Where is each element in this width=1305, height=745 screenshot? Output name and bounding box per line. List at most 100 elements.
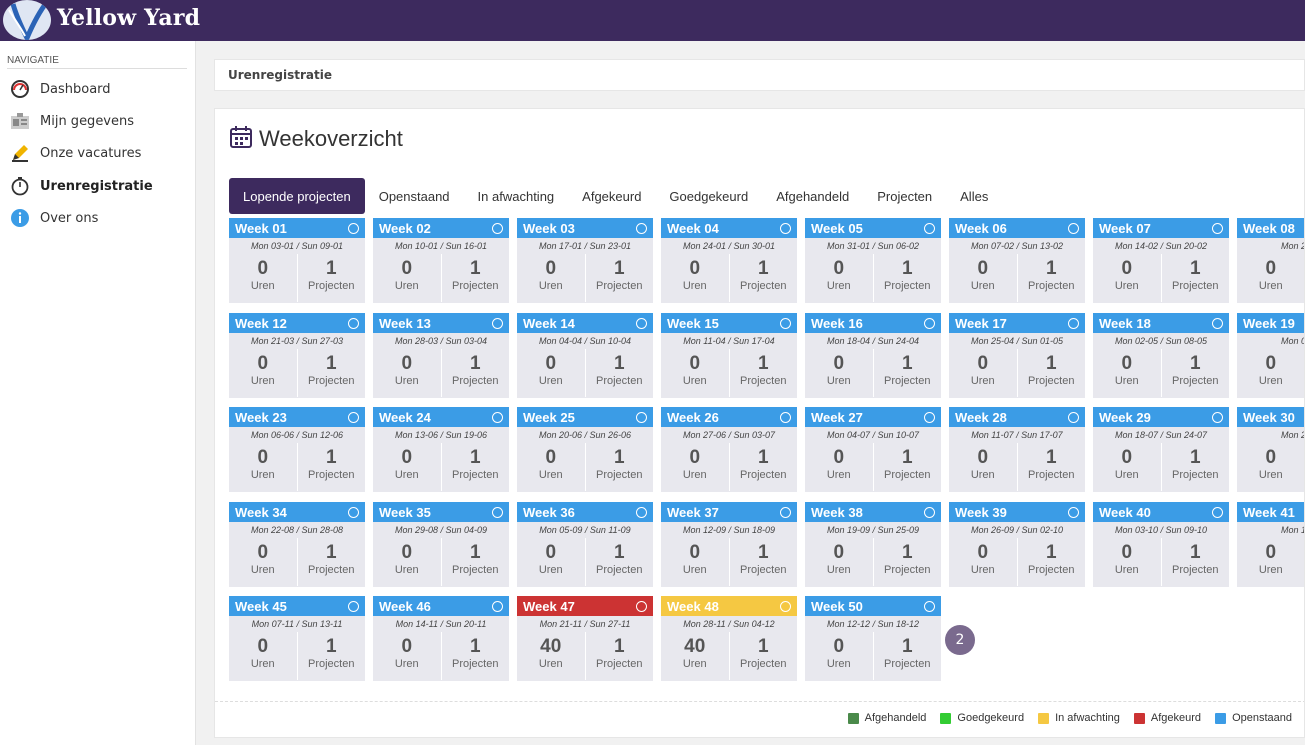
status-circle-icon[interactable] (348, 412, 359, 423)
legend-label: In afwachting (1055, 712, 1120, 724)
week-card[interactable]: Week 35 Mon 29-08 / Sun 04-09 0 Uren 1 Projec… (373, 502, 509, 587)
status-circle-icon[interactable] (1212, 412, 1223, 423)
hours-stat: 0 Uren (229, 254, 297, 302)
tab-projecten[interactable]: Projecten (877, 188, 933, 204)
sidebar-item-onze-vacatures[interactable]: Onze vacatures (9, 140, 189, 166)
status-circle-icon[interactable] (492, 318, 503, 329)
tab-lopende-projecten[interactable]: Lopende projecten (229, 178, 365, 214)
week-card[interactable]: Week 26 Mon 27-06 / Sun 03-07 0 Uren 1 Projec… (661, 407, 797, 492)
week-card[interactable]: Week 40 Mon 03-10 / Sun 09-10 0 Uren 1 Projec… (1093, 502, 1229, 587)
week-card[interactable]: Week 27 Mon 04-07 / Sun 10-07 0 Uren 1 Projec… (805, 407, 941, 492)
status-circle-icon[interactable] (492, 507, 503, 518)
week-card[interactable]: Week 29 Mon 18-07 / Sun 24-07 0 Uren 1 Projec… (1093, 407, 1229, 492)
week-card[interactable]: Week 05 Mon 31-01 / Sun 06-02 0 Uren 1 Projec… (805, 218, 941, 303)
week-card[interactable]: Week 30 Mon 25-07 / 0UrenProjecten (1237, 407, 1304, 492)
id-card-icon (9, 110, 31, 132)
tab-afgehandeld[interactable]: Afgehandeld (776, 188, 850, 204)
projects-stat: 1 Projecten (1160, 254, 1230, 302)
sidebar-item-mijn-gegevens[interactable]: Mijn gegevens (9, 108, 189, 134)
week-card[interactable]: Week 38 Mon 19-09 / Sun 25-09 0 Uren 1 Projec… (805, 502, 941, 587)
status-circle-icon[interactable] (924, 412, 935, 423)
projects-stat: 1 Projecten (1160, 443, 1230, 491)
week-card[interactable]: Week 37 Mon 12-09 / Sun 18-09 0 Uren 1 Projec… (661, 502, 797, 587)
week-card[interactable]: Week 23 Mon 06-06 / Sun 12-06 0 Uren 1 Projec… (229, 407, 365, 492)
status-circle-icon[interactable] (1068, 507, 1079, 518)
week-card[interactable]: Week 41 Mon 10-10 / 0UrenProjecten (1237, 502, 1304, 587)
status-circle-icon[interactable] (492, 412, 503, 423)
projects-label: Projecten (308, 375, 355, 387)
week-card[interactable]: Week 17 Mon 25-04 / Sun 01-05 0 Uren 1 Projec… (949, 313, 1085, 398)
week-card[interactable]: Week 50 Mon 12-12 / Sun 18-12 0 Uren 1 Projec… (805, 596, 941, 681)
tab-alles[interactable]: Alles (960, 188, 989, 204)
week-card[interactable]: Week 16 Mon 18-04 / Sun 24-04 0 Uren 1 Projec… (805, 313, 941, 398)
week-title: Week 18 (1099, 315, 1151, 331)
status-circle-icon[interactable] (780, 223, 791, 234)
tab-openstaand[interactable]: Openstaand (378, 188, 450, 204)
week-stats: 0 Uren 1 Projecten (661, 254, 797, 302)
status-circle-icon[interactable] (636, 223, 647, 234)
status-circle-icon[interactable] (492, 601, 503, 612)
week-card-header: Week 28 (949, 407, 1085, 427)
week-card[interactable]: Week 13 Mon 28-03 / Sun 03-04 0 Uren 1 Projec… (373, 313, 509, 398)
week-card[interactable]: Week 39 Mon 26-09 / Sun 02-10 0 Uren 1 Projec… (949, 502, 1085, 587)
status-circle-icon[interactable] (636, 318, 647, 329)
status-circle-icon[interactable] (924, 223, 935, 234)
week-dates: Mon 17-01 / Sun 23-01 (538, 241, 632, 251)
week-card[interactable]: Week 15 Mon 11-04 / Sun 17-04 0 Uren 1 Projec… (661, 313, 797, 398)
calendar-icon (229, 125, 253, 153)
status-circle-icon[interactable] (924, 507, 935, 518)
status-circle-icon[interactable] (1212, 318, 1223, 329)
status-circle-icon[interactable] (1068, 412, 1079, 423)
sidebar-item-dashboard[interactable]: Dashboard (9, 76, 189, 102)
status-circle-icon[interactable] (348, 507, 359, 518)
tab-goedgekeurd[interactable]: Goedgekeurd (669, 188, 749, 204)
status-circle-icon[interactable] (636, 601, 647, 612)
week-card[interactable]: Week 18 Mon 02-05 / Sun 08-05 0 Uren 1 Projec… (1093, 313, 1229, 398)
status-circle-icon[interactable] (636, 507, 647, 518)
week-card[interactable]: Week 45 Mon 07-11 / Sun 13-11 0 Uren 1 Projec… (229, 596, 365, 681)
week-card[interactable]: Week 47 Mon 21-11 / Sun 27-11 40 Uren 1 Proje… (517, 596, 653, 681)
tab-afgekeurd[interactable]: Afgekeurd (582, 188, 642, 204)
sidebar-item-over-ons[interactable]: Over ons (9, 205, 189, 231)
week-card[interactable]: Week 36 Mon 05-09 / Sun 11-09 0 Uren 1 Projec… (517, 502, 653, 587)
status-circle-icon[interactable] (780, 318, 791, 329)
status-circle-icon[interactable] (492, 223, 503, 234)
status-circle-icon[interactable] (1068, 318, 1079, 329)
week-card[interactable]: Week 06 Mon 07-02 / Sun 13-02 0 Uren 1 Projec… (949, 218, 1085, 303)
week-card[interactable]: Week 46 Mon 14-11 / Sun 20-11 0 Uren 1 Projec… (373, 596, 509, 681)
status-circle-icon[interactable] (348, 601, 359, 612)
status-circle-icon[interactable] (780, 507, 791, 518)
week-card[interactable]: Week 02 Mon 10-01 / Sun 16-01 0 Uren 1 Projec… (373, 218, 509, 303)
week-card[interactable]: Week 14 Mon 04-04 / Sun 10-04 0 Uren 1 Projec… (517, 313, 653, 398)
week-card[interactable]: Week 34 Mon 22-08 / Sun 28-08 0 Uren 1 Projec… (229, 502, 365, 587)
week-card[interactable]: Week 12 Mon 21-03 / Sun 27-03 0 Uren 1 Projec… (229, 313, 365, 398)
status-circle-icon[interactable] (924, 318, 935, 329)
week-card[interactable]: Week 19 Mon 09-05 / 0UrenProjecten (1237, 313, 1304, 398)
week-card[interactable]: Week 08 Mon 21-02 / 0UrenProjecten (1237, 218, 1304, 303)
week-card[interactable]: Week 48 Mon 28-11 / Sun 04-12 40 Uren 1 Proje… (661, 596, 797, 681)
week-card[interactable]: Week 25 Mon 20-06 / Sun 26-06 0 Uren 1 Projec… (517, 407, 653, 492)
status-circle-icon[interactable] (1212, 223, 1223, 234)
status-circle-icon[interactable] (780, 601, 791, 612)
week-card[interactable]: Week 04 Mon 24-01 / Sun 30-01 0 Uren 1 Projec… (661, 218, 797, 303)
status-circle-icon[interactable] (924, 601, 935, 612)
week-card[interactable]: Week 28 Mon 11-07 / Sun 17-07 0 Uren 1 Projec… (949, 407, 1085, 492)
sidebar-item-urenregistratie[interactable]: Urenregistratie (9, 173, 189, 199)
week-card[interactable]: Week 03 Mon 17-01 / Sun 23-01 0 Uren 1 Projec… (517, 218, 653, 303)
week-card[interactable]: Week 07 Mon 14-02 / Sun 20-02 0 Uren 1 Projec… (1093, 218, 1229, 303)
tab-in-afwachting[interactable]: In afwachting (477, 188, 555, 204)
projects-label: Projecten (884, 658, 931, 670)
status-circle-icon[interactable] (1212, 507, 1223, 518)
projects-label: Projecten (1172, 564, 1219, 576)
notification-badge[interactable]: 2 (945, 625, 975, 655)
status-circle-icon[interactable] (1068, 223, 1079, 234)
week-card[interactable]: Week 24 Mon 13-06 / Sun 19-06 0 Uren 1 Projec… (373, 407, 509, 492)
brand-name[interactable]: Yellow Yard (57, 5, 201, 31)
week-card-header: Week 17 (949, 313, 1085, 333)
status-circle-icon[interactable] (348, 223, 359, 234)
week-card[interactable]: Week 01 Mon 03-01 / Sun 09-01 0 Uren 1 Projec… (229, 218, 365, 303)
legend-swatch (940, 712, 952, 724)
status-circle-icon[interactable] (780, 412, 791, 423)
status-circle-icon[interactable] (636, 412, 647, 423)
status-circle-icon[interactable] (348, 318, 359, 329)
